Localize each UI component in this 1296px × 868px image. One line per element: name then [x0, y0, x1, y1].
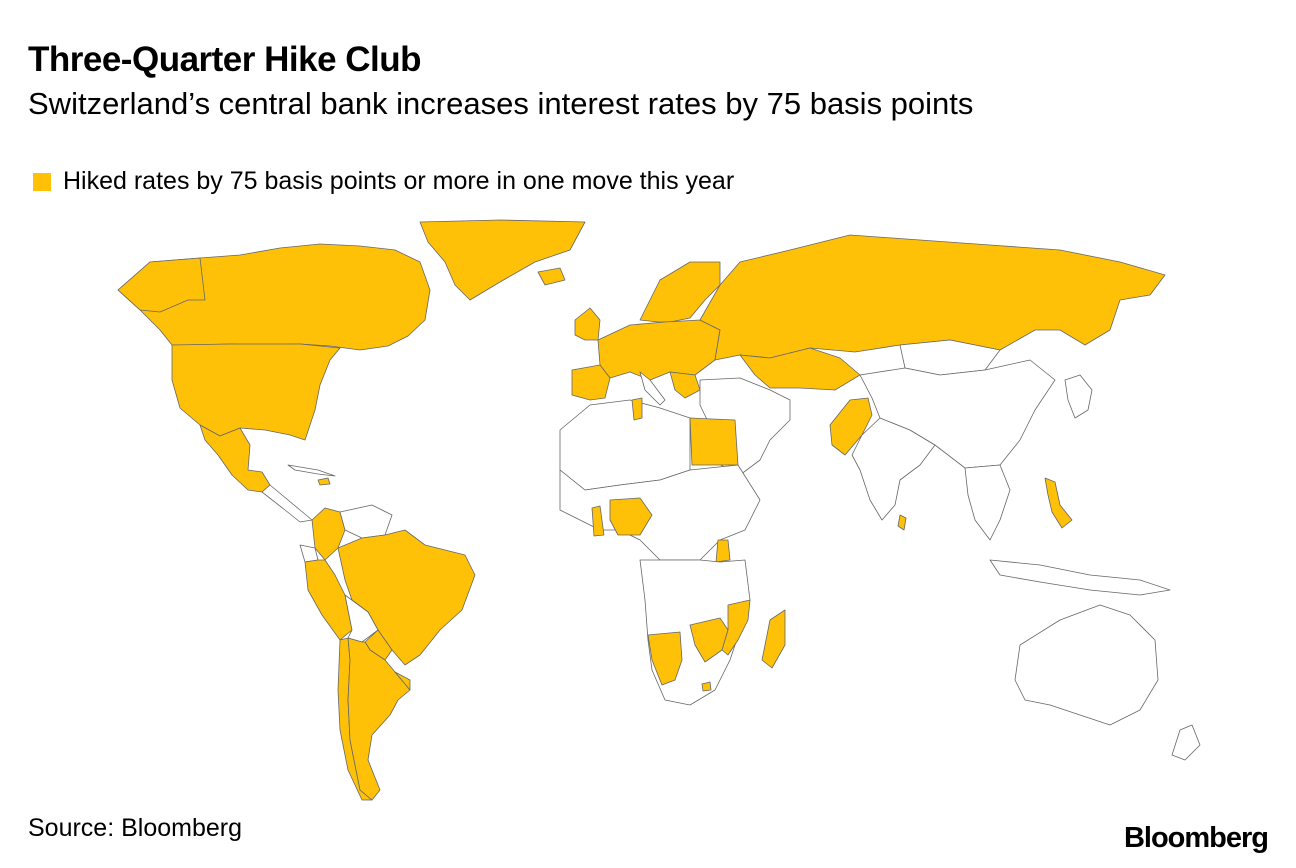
chart-title: Three-Quarter Hike Club: [28, 40, 422, 79]
country-tunisia: [631, 397, 643, 421]
country-nigeria: [609, 497, 653, 536]
legend-swatch: [33, 172, 51, 191]
country-egypt: [689, 417, 739, 466]
country-russia: [699, 234, 1166, 361]
country-cuba: [287, 464, 336, 477]
country-japan: [1064, 374, 1093, 419]
country-united-states: [171, 343, 341, 441]
country-central-america: [261, 484, 313, 523]
country-venezuela: [339, 504, 393, 539]
country-southeast-asia: [964, 464, 1011, 541]
country-mexico: [199, 424, 271, 493]
legend-label: Hiked rates by 75 basis points or more i…: [63, 167, 735, 195]
country-mozambique: [721, 599, 751, 656]
country-ghana: [591, 505, 605, 537]
country-sri-lanka: [897, 514, 907, 531]
country-iceland: [537, 267, 566, 286]
country-greenland: [419, 219, 586, 301]
bloomberg-logo: Bloomberg: [1123, 822, 1269, 854]
world-map: [117, 219, 1201, 801]
country-pakistan: [829, 397, 873, 456]
source-note: Source: Bloomberg: [28, 814, 243, 842]
country-jamaica: [317, 477, 331, 486]
country-angola: [647, 631, 683, 686]
country-madagascar: [761, 609, 786, 669]
country-lesotho: [701, 681, 712, 692]
country-alaska: [117, 257, 206, 313]
country-uk-ireland: [574, 307, 601, 341]
country-western-europe: [597, 319, 721, 381]
country-philippines: [1044, 477, 1073, 529]
chart-subtitle: Switzerland’s central bank increases int…: [28, 86, 974, 121]
country-china: [859, 359, 1056, 469]
country-australia: [1014, 604, 1159, 726]
country-colombia: [311, 507, 346, 561]
country-indonesia: [989, 559, 1171, 596]
country-italy: [639, 371, 666, 406]
country-uruguay: [394, 671, 411, 691]
legend: Hiked rates by 75 basis points or more i…: [33, 167, 734, 196]
country-new-zealand: [1171, 724, 1201, 761]
country-iberia: [571, 364, 611, 401]
country-kazakhstan: [739, 347, 861, 391]
country-uganda: [715, 539, 731, 563]
country-balkans: [669, 371, 701, 399]
country-argentina: [347, 637, 411, 801]
